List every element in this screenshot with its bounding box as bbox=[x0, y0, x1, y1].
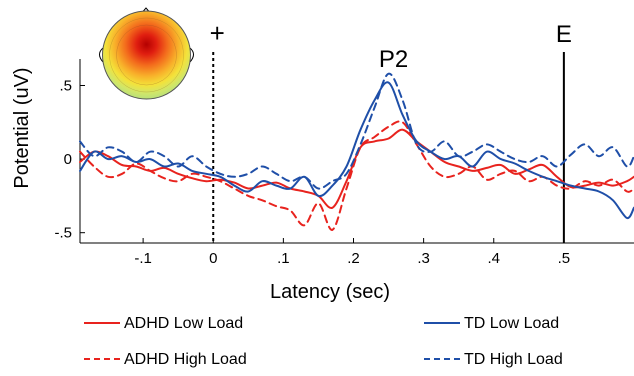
x-tick-label: .4 bbox=[487, 250, 500, 267]
legend-label: TD Low Load bbox=[464, 315, 559, 332]
y-ticks: -.5 0 .5 bbox=[54, 77, 85, 242]
x-tick-label: .5 bbox=[558, 250, 571, 267]
y-tick-label: .5 bbox=[59, 77, 72, 94]
x-ticks: -.1 0 .1 .2 .3 .4 .5 bbox=[134, 238, 570, 267]
scalp-topography-map bbox=[99, 7, 194, 100]
y-axis-title: Potential (uV) bbox=[11, 67, 33, 188]
x-tick-label: .2 bbox=[347, 250, 360, 267]
y-tick-label: -.5 bbox=[54, 225, 72, 242]
legend-label: ADHD High Load bbox=[124, 351, 247, 368]
x-tick-label: .3 bbox=[417, 250, 430, 267]
series-line-td-high-load bbox=[79, 72, 634, 190]
legend: ADHD Low Load ADHD High Load TD Low Load TD… bbox=[84, 315, 563, 368]
p2-component-label: P2 bbox=[379, 46, 408, 73]
end-marker-label: E bbox=[556, 21, 572, 48]
series-layer bbox=[79, 72, 634, 231]
stimulus-marker-label: + bbox=[210, 18, 225, 48]
legend-label: ADHD Low Load bbox=[124, 315, 243, 332]
legend-label: TD High Load bbox=[464, 351, 563, 368]
x-tick-label: 0 bbox=[209, 250, 217, 267]
x-tick-label: .1 bbox=[277, 250, 290, 267]
series-line-adhd-low-load bbox=[79, 128, 634, 209]
x-axis-title: Latency (sec) bbox=[270, 281, 390, 303]
x-tick-label: -.1 bbox=[134, 250, 152, 267]
y-tick-label: 0 bbox=[64, 151, 72, 168]
